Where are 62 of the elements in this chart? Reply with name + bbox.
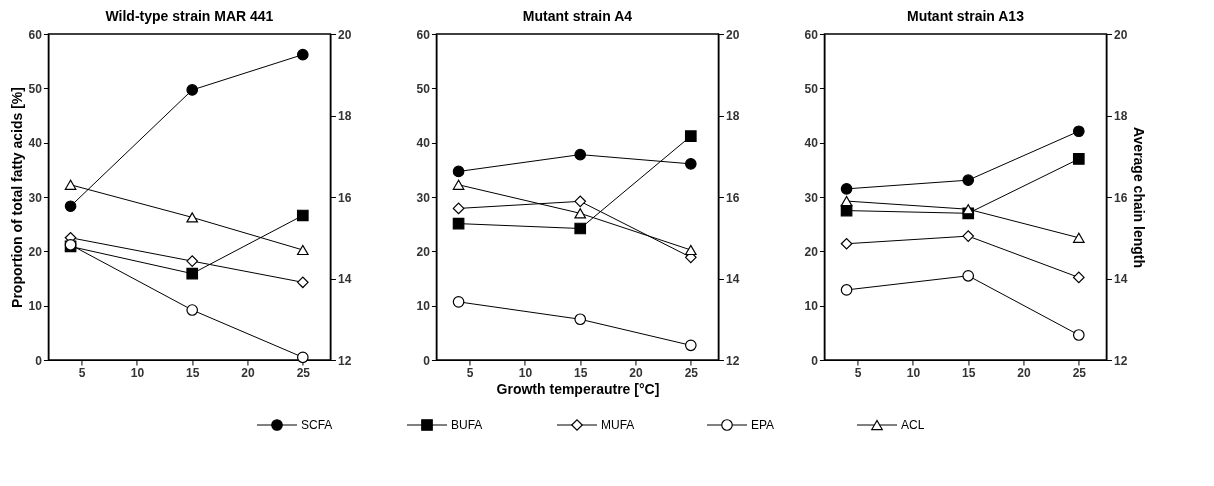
x-tick-label: 15	[186, 365, 200, 380]
x-tick-label: 25	[684, 365, 699, 380]
y2-tick-label: 12	[1113, 353, 1128, 368]
x-tick-label: 20	[1017, 365, 1031, 380]
y-tick-label: 60	[416, 27, 431, 42]
x-tick-label: 15	[962, 365, 976, 380]
x-tick-label: 5	[78, 365, 86, 380]
x-tick-label: 5	[466, 365, 474, 380]
x-axis-title: Growth temperautre [°C]	[496, 380, 660, 397]
y-tick-label: 50	[804, 81, 819, 96]
y-tick-label: 60	[28, 27, 43, 42]
y-tick-label: 60	[804, 27, 819, 42]
y2-tick-label: 20	[725, 27, 740, 42]
y-tick-label: 20	[804, 244, 819, 259]
legend-label: MUFA	[601, 418, 635, 432]
y2-tick-label: 20	[1113, 27, 1128, 42]
chart-title: Wild-type strain MAR 441	[105, 8, 274, 24]
x-tick-label: 10	[518, 365, 533, 380]
y-tick-label: 10	[416, 299, 431, 314]
y-tick-label: 40	[416, 136, 431, 151]
chart-title: Mutant strain A13	[906, 8, 1025, 24]
y2-axis-title: Average chain length	[1131, 126, 1148, 269]
y-tick-label: 10	[28, 299, 43, 314]
y2-tick-label: 18	[1113, 109, 1128, 123]
y2-tick-label: 14	[1113, 272, 1128, 286]
y2-tick-label: 16	[725, 190, 740, 205]
y-tick-label: 30	[28, 190, 43, 205]
y2-tick-label: 12	[337, 353, 352, 368]
y-tick-label: 40	[28, 136, 43, 151]
x-tick-label: 20	[629, 365, 643, 380]
x-tick-label: 20	[241, 365, 255, 380]
y-tick-label: 0	[423, 353, 431, 368]
y-tick-label: 10	[804, 299, 819, 314]
x-tick-label: 10	[906, 365, 921, 380]
y2-tick-label: 18	[725, 109, 740, 123]
y2-tick-label: 16	[337, 190, 352, 205]
legend-label: ACL	[901, 418, 925, 432]
legend-label: BUFA	[451, 418, 483, 432]
legend-label: SCFA	[301, 418, 333, 432]
y-tick-label: 20	[416, 244, 431, 259]
chart-title: Mutant strain A4	[522, 8, 633, 24]
x-tick-label: 25	[296, 365, 311, 380]
y2-tick-label: 20	[337, 27, 352, 42]
y2-tick-label: 16	[1113, 190, 1128, 205]
x-tick-label: 5	[854, 365, 862, 380]
y2-tick-label: 14	[337, 272, 352, 286]
y-tick-label: 50	[28, 81, 43, 96]
x-tick-label: 10	[130, 365, 145, 380]
legend-label: EPA	[751, 418, 775, 432]
y-tick-label: 0	[35, 353, 43, 368]
y-tick-label: 0	[811, 353, 819, 368]
y-tick-label: 40	[804, 136, 819, 151]
x-tick-label: 15	[574, 365, 588, 380]
y2-tick-label: 12	[725, 353, 740, 368]
x-tick-label: 25	[1072, 365, 1087, 380]
y2-tick-label: 18	[337, 109, 352, 123]
y-tick-label: 30	[804, 190, 819, 205]
y-tick-label: 50	[416, 81, 431, 96]
y2-tick-label: 14	[725, 272, 740, 286]
y-tick-label: 20	[28, 244, 43, 259]
y-axis-title: Proportion of total fatty acids [%]	[8, 87, 25, 308]
y-tick-label: 30	[416, 190, 431, 205]
